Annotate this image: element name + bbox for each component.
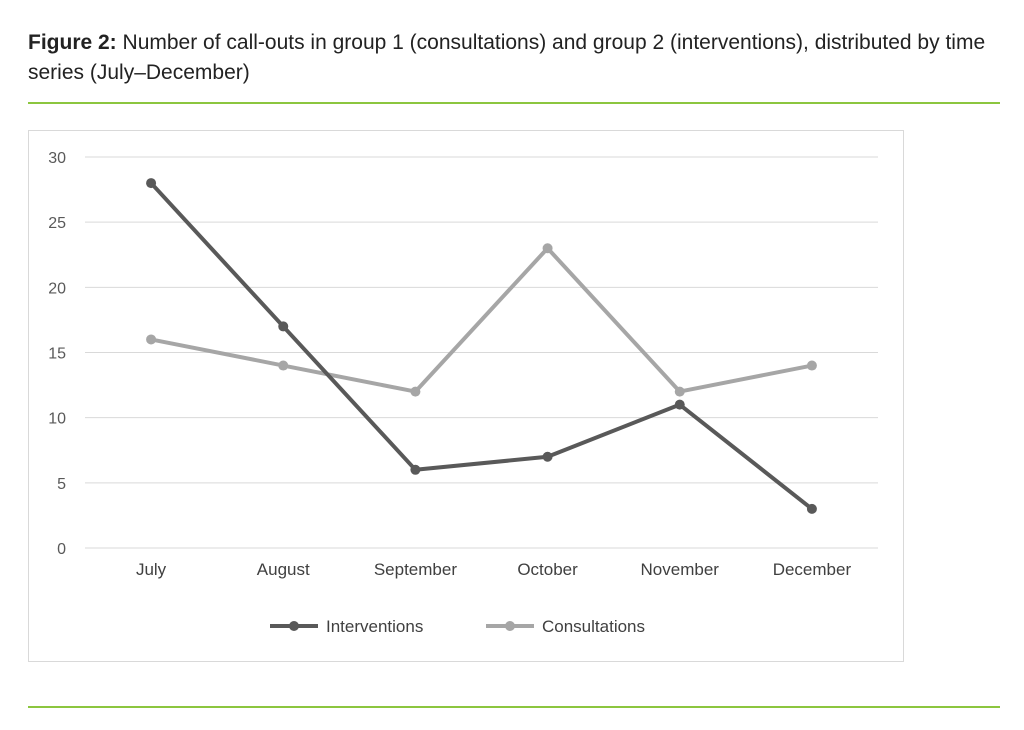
caption-text: Number of call-outs in group 1 (consulta… [28,31,986,84]
y-tick-label: 0 [57,541,66,558]
y-tick-label: 10 [48,411,66,428]
data-point-consultations [410,386,421,397]
data-point-consultations [146,334,157,345]
y-tick-label: 25 [48,215,66,232]
data-point-interventions [278,321,289,332]
data-point-consultations [806,360,817,371]
legend-label-consultations: Consultations [542,617,645,636]
series-line-interventions [149,181,814,511]
top-divider [28,102,1000,104]
x-tick-label: September [374,560,457,579]
data-point-interventions [542,451,553,462]
data-point-interventions [410,464,421,475]
x-tick-label: October [517,560,578,579]
y-tick-label: 20 [48,280,66,297]
data-point-consultations [542,243,553,254]
chart-frame [28,130,904,662]
data-point-consultations [674,386,685,397]
data-point-consultations [278,360,289,371]
bottom-divider [28,706,1000,708]
legend-marker-interventions [289,621,299,631]
data-point-interventions [806,503,817,514]
figure-caption: Figure 2: Number of call-outs in group 1… [28,28,988,88]
x-tick-label: August [257,560,310,579]
x-tick-label: December [773,560,852,579]
y-tick-label: 30 [48,150,66,167]
data-point-interventions [146,178,157,189]
caption-label: Figure 2: [28,31,117,54]
y-tick-label: 15 [48,346,66,363]
x-tick-label: November [641,560,720,579]
legend-marker-consultations [505,621,515,631]
x-tick-label: July [136,560,167,579]
series-line-consultations [150,246,813,394]
y-tick-label: 5 [57,476,66,493]
data-point-interventions [674,399,685,410]
legend-label-interventions: Interventions [326,617,423,636]
